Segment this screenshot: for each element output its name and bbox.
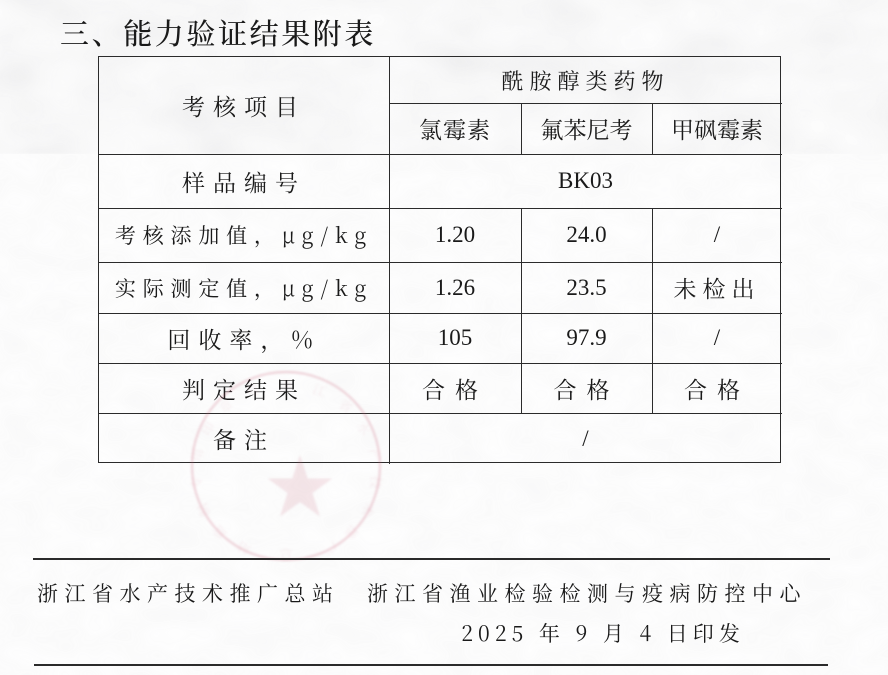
- svg-text:水: 水: [353, 417, 376, 439]
- svg-text:总: 总: [279, 546, 293, 564]
- svg-text:号: 号: [243, 379, 262, 401]
- svg-text:专: 专: [188, 475, 206, 490]
- svg-text:制: 制: [192, 500, 215, 520]
- svg-text:印: 印: [196, 418, 219, 439]
- svg-text:监: 监: [207, 521, 230, 543]
- svg-text:浙: 浙: [279, 375, 292, 394]
- svg-text:站: 站: [233, 537, 254, 560]
- svg-text:广: 广: [320, 537, 341, 560]
- svg-text:产: 产: [364, 445, 384, 463]
- svg-text:术: 术: [358, 500, 381, 519]
- svg-text:省: 省: [335, 394, 357, 417]
- svg-text:用: 用: [188, 447, 207, 464]
- svg-text:技: 技: [366, 475, 384, 490]
- svg-text:章: 章: [215, 394, 237, 417]
- svg-text:江: 江: [311, 379, 329, 401]
